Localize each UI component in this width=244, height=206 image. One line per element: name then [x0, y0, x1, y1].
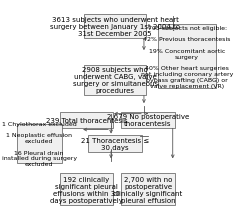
Text: 21 Thoracentesis ≤
30 days: 21 Thoracentesis ≤ 30 days: [81, 137, 149, 150]
FancyBboxPatch shape: [84, 15, 146, 39]
Text: 2908 subjects who
underwent CABG, valve
surgery or simultaneous
procedures: 2908 subjects who underwent CABG, valve …: [73, 67, 158, 94]
Text: 192 clinically
significant pleural
effusions within 30
days postoperatively: 192 clinically significant pleural effus…: [50, 176, 123, 203]
FancyBboxPatch shape: [60, 173, 113, 205]
FancyBboxPatch shape: [84, 66, 146, 95]
FancyBboxPatch shape: [121, 173, 175, 205]
Text: 239 Total thoracentesis: 239 Total thoracentesis: [46, 117, 127, 123]
Text: 2,679 No postoperative
thoracentesis: 2,679 No postoperative thoracentesis: [107, 114, 189, 126]
Text: 3613 subjects who underwent heart
surgery between January 1st 2004 to
31st Decem: 3613 subjects who underwent heart surger…: [50, 17, 180, 37]
FancyBboxPatch shape: [60, 112, 113, 128]
Text: 2,700 with no
postoperative
clinically significant
pleural effusion: 2,700 with no postoperative clinically s…: [113, 176, 183, 203]
FancyBboxPatch shape: [17, 124, 62, 164]
Text: 705 subjects not eligible:

42% Previous thoracentesis

19% Concomitant aortic
s: 705 subjects not eligible: 42% Previous …: [141, 25, 233, 88]
FancyBboxPatch shape: [158, 25, 216, 88]
Text: 1 Chylothorax excluded

1 Neoplastic effusion
excluded

16 Pleural drain
install: 1 Chylothorax excluded 1 Neoplastic effu…: [1, 121, 77, 166]
FancyBboxPatch shape: [121, 112, 175, 128]
FancyBboxPatch shape: [88, 135, 142, 153]
